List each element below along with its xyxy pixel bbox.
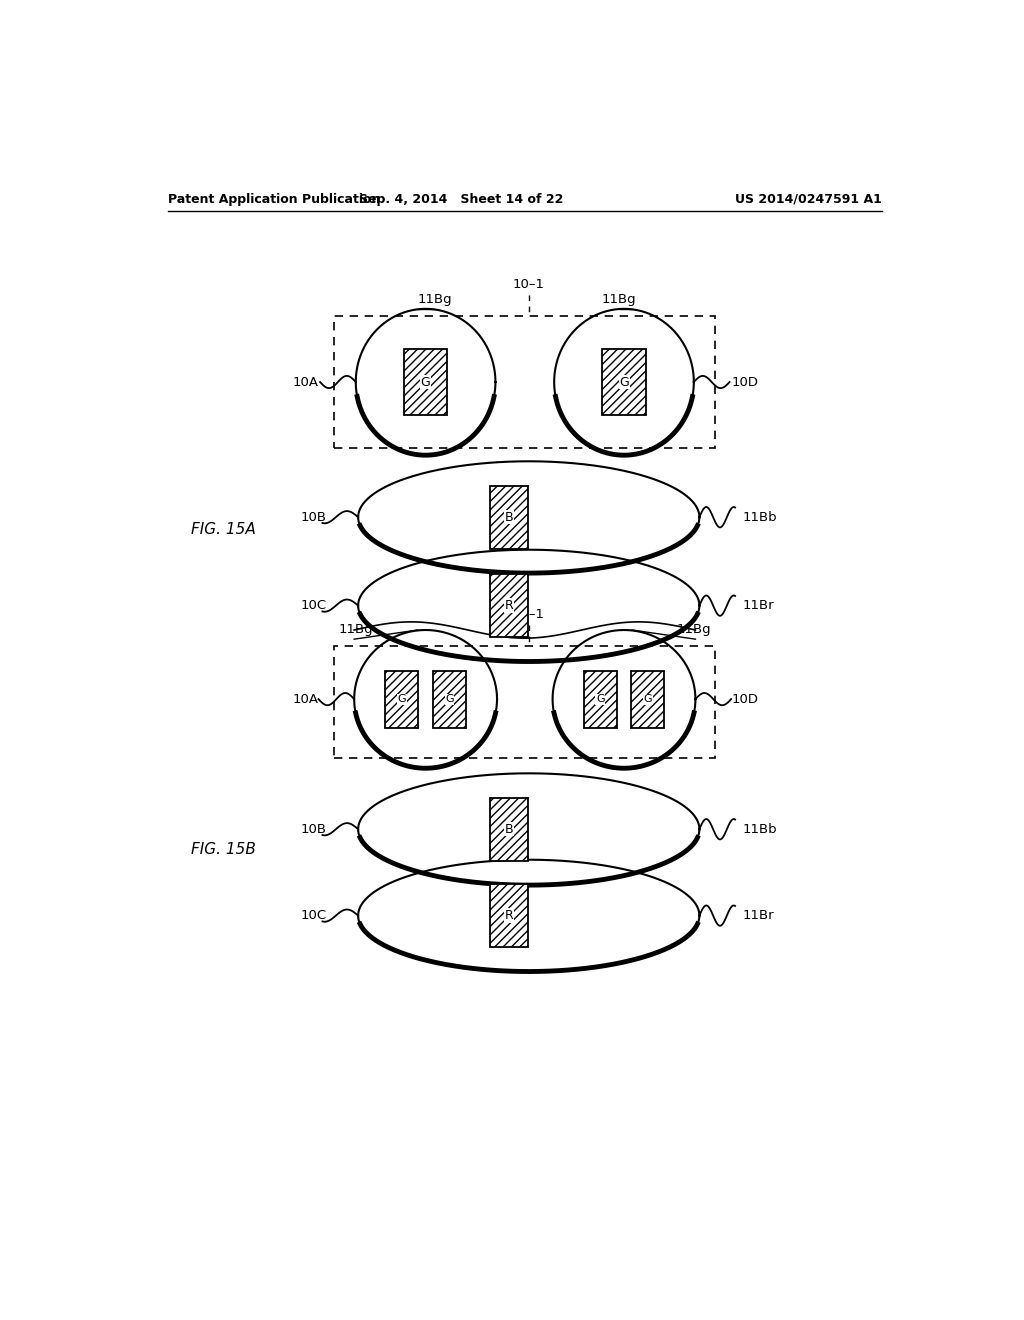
Bar <box>489 797 528 861</box>
Bar <box>403 348 447 414</box>
Bar <box>385 671 419 727</box>
Text: 10C: 10C <box>300 599 327 612</box>
Text: G: G <box>397 694 407 704</box>
Text: 11Bg: 11Bg <box>418 293 453 306</box>
Text: Patent Application Publication: Patent Application Publication <box>168 193 380 206</box>
Bar <box>489 797 528 861</box>
Bar <box>489 574 528 638</box>
Bar <box>489 884 528 948</box>
Text: 10D: 10D <box>731 375 758 388</box>
Bar <box>433 671 466 727</box>
Text: FIG. 15B: FIG. 15B <box>191 842 256 857</box>
Text: R: R <box>505 909 513 923</box>
Bar <box>631 671 665 727</box>
Text: 10B: 10B <box>300 822 327 836</box>
Bar <box>489 574 528 638</box>
FancyBboxPatch shape <box>334 315 715 447</box>
Text: G: G <box>596 694 604 704</box>
Bar <box>489 486 528 549</box>
Text: B: B <box>505 511 513 524</box>
Text: G: G <box>643 694 652 704</box>
Text: US 2014/0247591 A1: US 2014/0247591 A1 <box>735 193 882 206</box>
Text: 10D: 10D <box>731 693 758 706</box>
Text: FIG. 15A: FIG. 15A <box>191 521 256 537</box>
Text: 11Bg: 11Bg <box>338 623 373 636</box>
Text: G: G <box>620 375 629 388</box>
Bar <box>602 348 646 414</box>
Bar <box>403 348 447 414</box>
Bar <box>631 671 665 727</box>
Text: 11Br: 11Br <box>743 599 775 612</box>
Text: 11Bb: 11Bb <box>743 511 777 524</box>
Bar <box>584 671 616 727</box>
Text: Sep. 4, 2014   Sheet 14 of 22: Sep. 4, 2014 Sheet 14 of 22 <box>359 193 563 206</box>
Text: G: G <box>421 375 430 388</box>
Bar <box>489 486 528 549</box>
Text: 11Bg: 11Bg <box>601 293 636 306</box>
Bar <box>602 348 646 414</box>
Text: R: R <box>505 599 513 612</box>
Bar <box>489 884 528 948</box>
Text: 10A: 10A <box>293 693 318 706</box>
Bar <box>584 671 616 727</box>
Text: 10C: 10C <box>300 909 327 923</box>
Text: 11Bg: 11Bg <box>677 623 712 636</box>
Text: G: G <box>445 694 454 704</box>
Text: 10–1: 10–1 <box>513 609 545 620</box>
Bar <box>433 671 466 727</box>
Text: 10B: 10B <box>300 511 327 524</box>
Text: 11Bb: 11Bb <box>743 822 777 836</box>
FancyBboxPatch shape <box>334 647 715 758</box>
Text: 10–1: 10–1 <box>513 277 545 290</box>
Text: 11Br: 11Br <box>743 909 775 923</box>
Bar <box>385 671 419 727</box>
Text: 10A: 10A <box>293 375 318 388</box>
Text: B: B <box>505 822 513 836</box>
